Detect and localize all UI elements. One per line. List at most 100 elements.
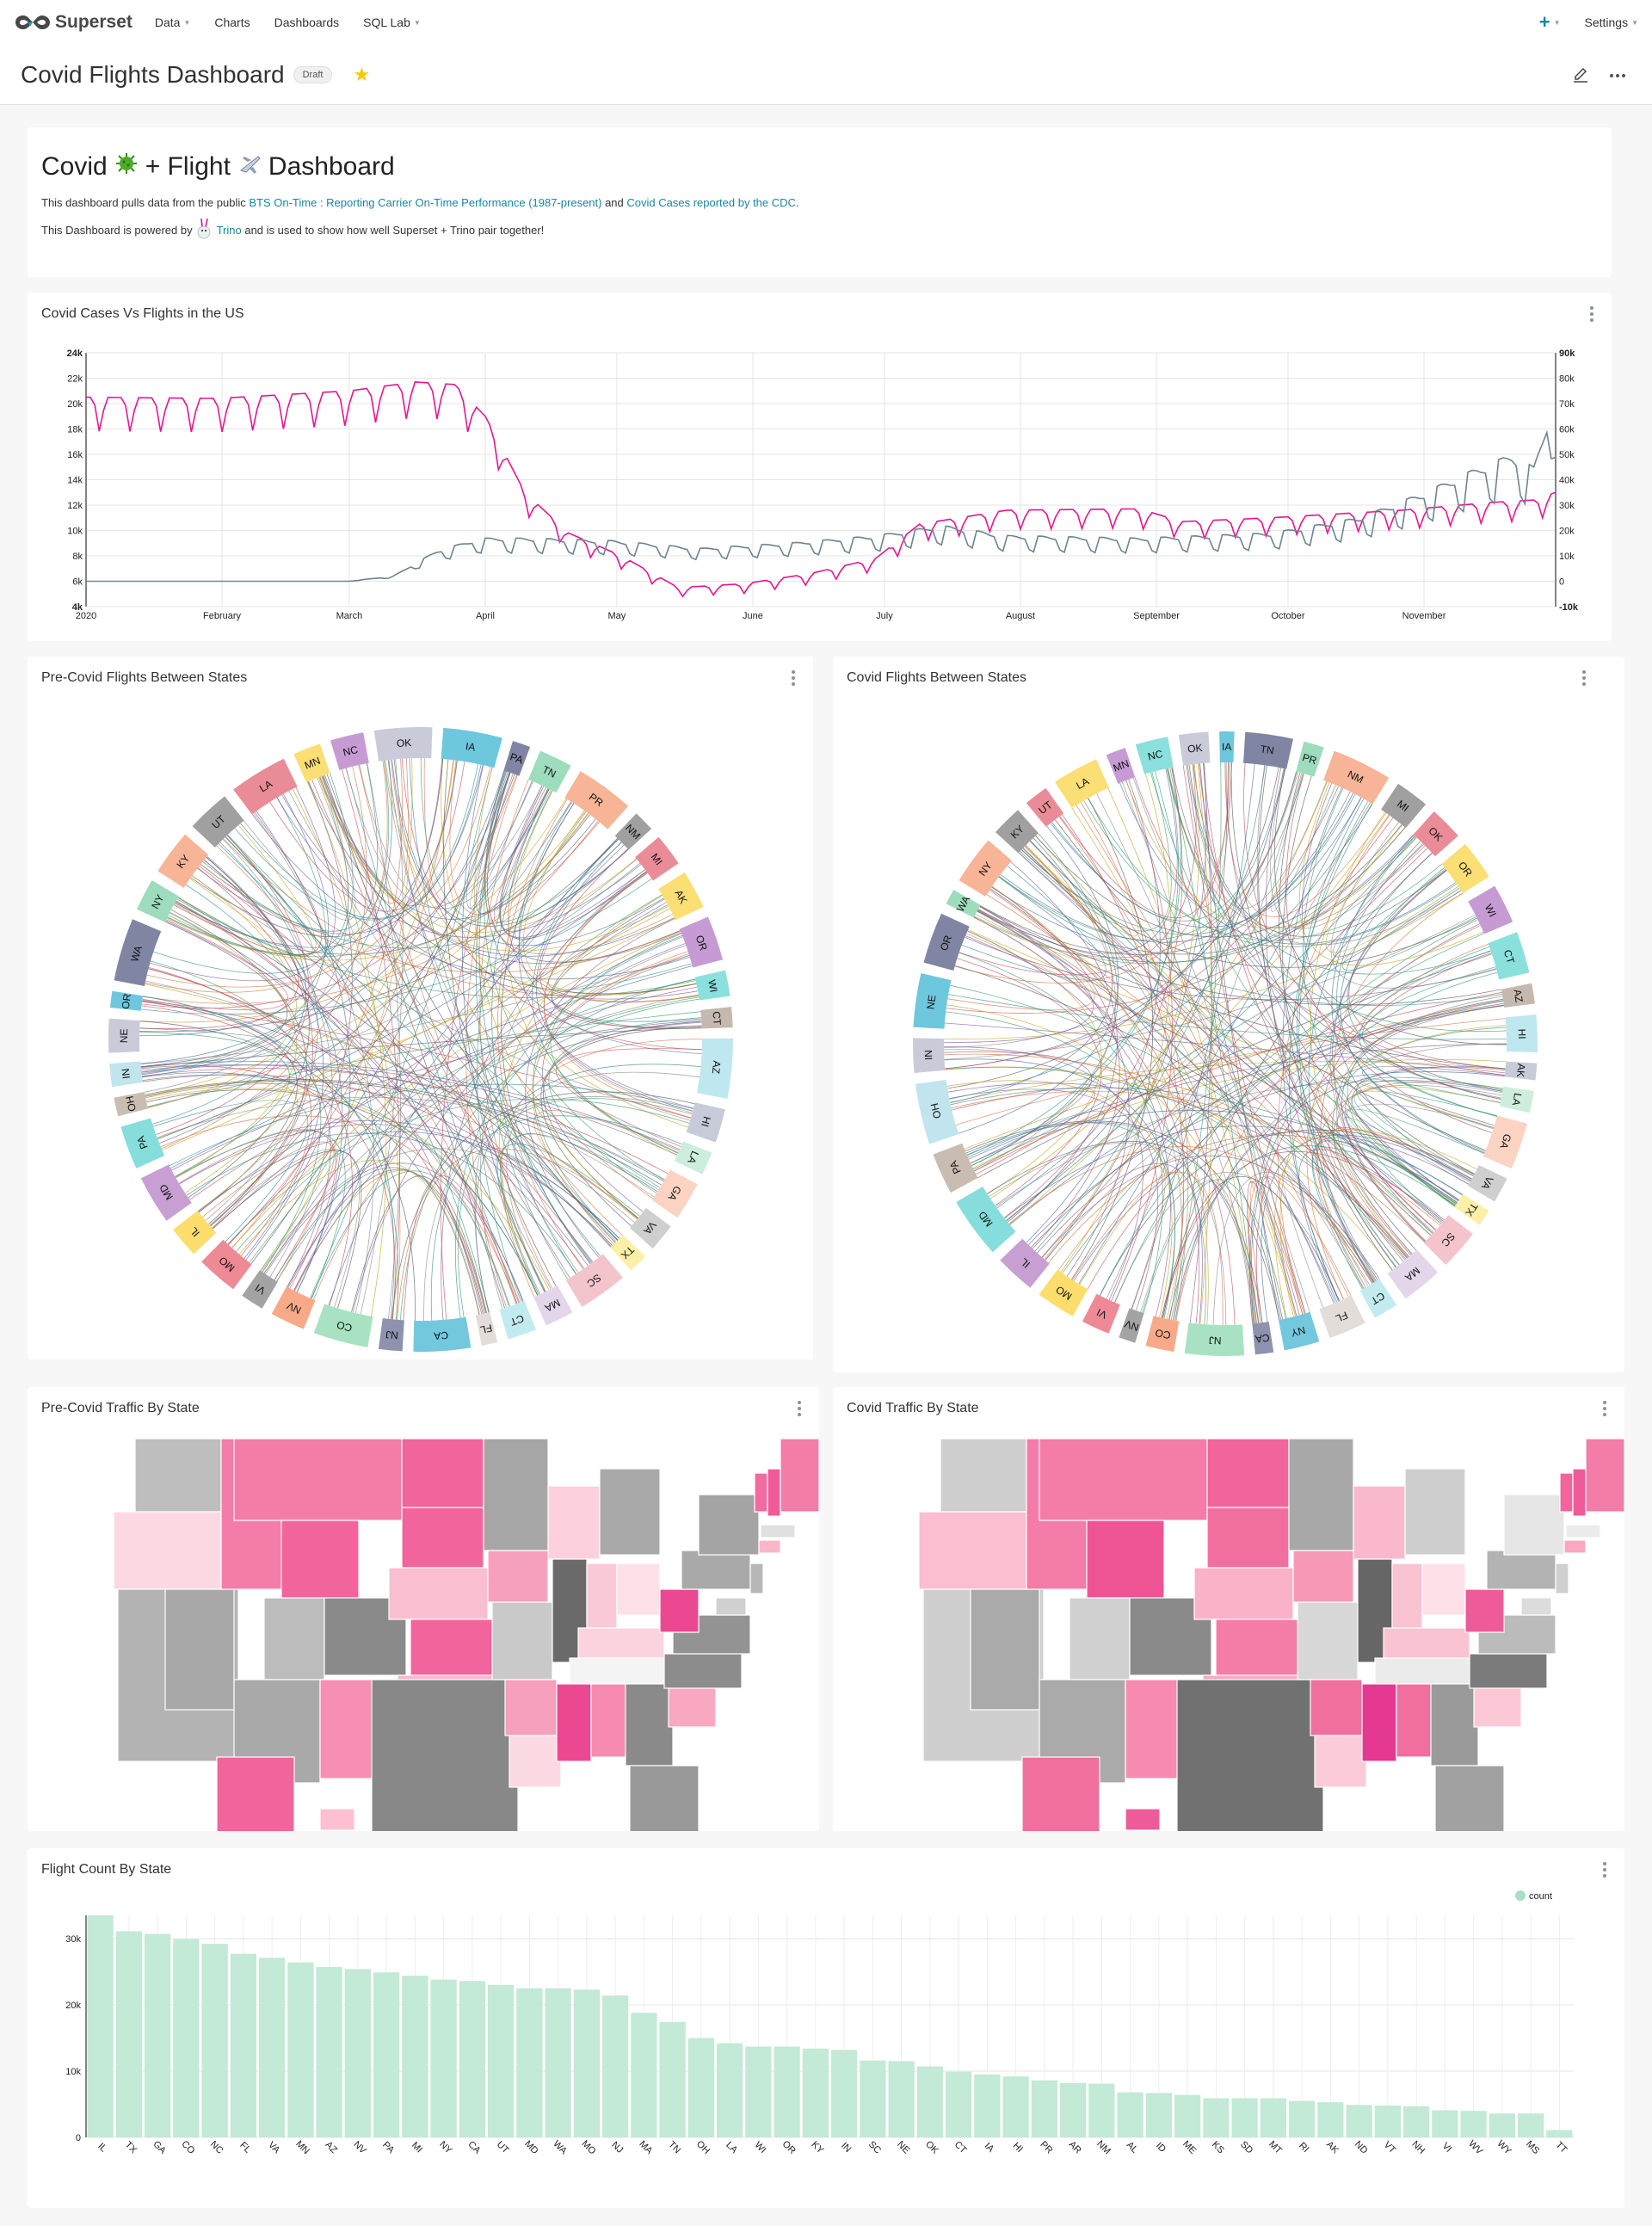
map-state-MD[interactable] [715,1597,747,1616]
chord-arc[interactable] [933,1143,978,1193]
map-state-KS[interactable] [1215,1619,1303,1676]
chord-arc[interactable] [658,872,704,921]
bar-CO[interactable] [173,1939,200,2137]
edit-pencil-icon[interactable] [1571,64,1590,87]
map-state-IN[interactable] [1391,1563,1423,1629]
map-state-SD[interactable] [1206,1507,1290,1569]
bar-NV[interactable] [344,1969,371,2137]
map-state-MS[interactable] [1361,1683,1397,1762]
bar-IL[interactable] [87,1915,114,2137]
chord-arc[interactable] [330,732,369,770]
chord-arc[interactable] [1135,737,1174,774]
chord-arc[interactable] [1441,843,1489,893]
bar-MD[interactable] [516,1988,543,2137]
map-state-NE[interactable] [388,1567,489,1620]
chord-arc[interactable] [915,1080,959,1144]
chord-arc[interactable] [686,1102,725,1143]
chord-arc[interactable] [475,1312,498,1346]
chart-menu-kebab-icon[interactable] [791,670,796,686]
draft-badge[interactable]: Draft [293,65,333,83]
map-state-NJ[interactable] [749,1563,764,1594]
chord-arc[interactable] [114,1092,148,1117]
chord-arc[interactable] [651,1169,698,1218]
map-state-NC[interactable] [663,1653,743,1689]
map-state-WA[interactable] [134,1438,222,1513]
map-state-LA[interactable] [509,1735,562,1788]
dashboard-title[interactable]: Covid Flights Dashboard [21,60,285,88]
map-state-UT[interactable] [263,1597,325,1680]
bar-CT[interactable] [946,2071,972,2137]
chord-arc[interactable] [1243,731,1293,769]
chord-arc[interactable] [233,758,298,815]
chord-arc[interactable] [923,913,970,971]
map-state-IN[interactable] [586,1563,618,1629]
legend-label[interactable]: count [1529,1891,1552,1902]
chord-arc[interactable] [1505,1014,1538,1053]
map-state-HI[interactable] [319,1808,355,1831]
chart-menu-kebab-icon[interactable] [1581,670,1587,686]
chord-arc[interactable] [1413,811,1458,857]
bar-IN[interactable] [831,2050,858,2137]
chord-arc[interactable] [946,890,981,918]
chord-arc[interactable] [503,741,531,776]
bar-AZ[interactable] [316,1967,342,2137]
chord-arc[interactable] [413,1316,472,1353]
bar-HI[interactable] [1002,2076,1029,2137]
map-state-ND[interactable] [1206,1438,1290,1508]
chord-arc[interactable] [1359,1279,1397,1318]
chord-arc[interactable] [242,1270,278,1309]
new-menu-button[interactable]: + ▼ [1539,11,1561,34]
bar-KS[interactable] [1203,2098,1230,2137]
settings-menu[interactable]: Settings ▼ [1584,15,1638,29]
chord-arc[interactable] [1323,750,1390,805]
chord-arc[interactable] [913,1038,946,1073]
map-state-VT[interactable] [1559,1472,1574,1513]
map-state-MT[interactable] [1039,1438,1208,1521]
nav-charts[interactable]: Charts [214,15,250,29]
map-state-TN[interactable] [569,1657,678,1685]
map-state-NH[interactable] [767,1468,781,1517]
bar-TX[interactable] [115,1931,142,2137]
chart-menu-kebab-icon[interactable] [1589,306,1594,322]
bar-PA[interactable] [373,1972,400,2137]
map-state-WV[interactable] [1464,1588,1505,1633]
chord-arc[interactable] [1055,759,1109,808]
chord-arc[interactable] [1381,783,1427,829]
trino-link[interactable]: Trino [216,224,242,237]
map-state-KY[interactable] [577,1627,665,1659]
bar-VI[interactable] [1432,2110,1458,2137]
chord-arc[interactable] [499,1300,536,1340]
chord-arc[interactable] [1119,1308,1144,1343]
bar-OH[interactable] [687,2038,714,2137]
map-state-FL[interactable] [629,1765,700,1831]
map-state-TX[interactable] [371,1679,519,1831]
bar-NJ[interactable] [602,1995,629,2137]
bar-NE[interactable] [888,2061,915,2137]
map-state-MO[interactable] [491,1601,553,1680]
bar-MA[interactable] [631,2013,657,2137]
map-state-MA[interactable] [760,1524,796,1538]
bar-ME[interactable] [1174,2094,1201,2137]
bar-WV[interactable] [1460,2111,1487,2137]
map-state-NV[interactable] [164,1588,235,1711]
chord-arc[interactable] [614,813,652,850]
map-state-AL[interactable] [590,1683,626,1758]
chord-arc[interactable] [1082,1293,1120,1334]
chord-arc[interactable] [157,834,209,888]
map-state-MO[interactable] [1297,1601,1359,1680]
bar-AR[interactable] [1060,2082,1087,2137]
chord-arc[interactable] [700,1007,733,1029]
map-state-AR[interactable] [504,1679,558,1736]
map-state-OH[interactable] [616,1563,661,1616]
map-state-NY[interactable] [1503,1494,1565,1556]
map-state-MI[interactable] [1404,1468,1466,1556]
chord-arc[interactable] [956,1186,1016,1253]
map-state-MT[interactable] [233,1438,403,1521]
bar-CA[interactable] [459,1981,485,2137]
map-state-SC[interactable] [668,1683,717,1728]
bar-FL[interactable] [230,1953,256,2137]
chord-arc[interactable] [373,727,433,762]
map-state-NE[interactable] [1193,1567,1294,1620]
chord-arc[interactable] [533,1285,573,1326]
map-state-NY[interactable] [698,1494,760,1556]
